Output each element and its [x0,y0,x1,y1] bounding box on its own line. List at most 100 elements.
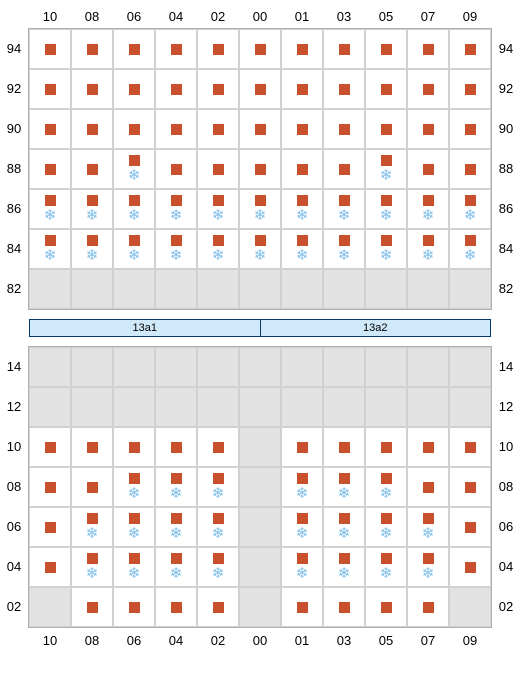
rack-cell[interactable] [365,109,407,149]
rack-cell[interactable] [29,547,71,587]
rack-cell[interactable] [281,587,323,627]
rack-cell[interactable] [197,29,239,69]
rack-cell[interactable] [281,69,323,109]
rack-cell[interactable] [71,427,113,467]
rack-cell[interactable] [155,29,197,69]
rack-cell[interactable]: ❄ [29,189,71,229]
rack-cell[interactable] [239,149,281,189]
rack-cell[interactable] [71,69,113,109]
rack-cell[interactable]: ❄ [113,507,155,547]
rack-cell[interactable] [29,427,71,467]
rack-cell[interactable]: ❄ [155,467,197,507]
rack-cell[interactable] [71,587,113,627]
rack-cell[interactable]: ❄ [449,229,491,269]
rack-cell[interactable] [449,149,491,189]
rack-cell[interactable]: ❄ [407,189,449,229]
rack-cell[interactable] [407,29,449,69]
rack-cell[interactable]: ❄ [155,229,197,269]
rack-cell[interactable] [155,427,197,467]
rack-cell[interactable]: ❄ [155,507,197,547]
rack-cell[interactable] [449,109,491,149]
rack-cell[interactable] [29,467,71,507]
rack-cell[interactable] [365,587,407,627]
rack-cell[interactable]: ❄ [197,467,239,507]
rack-cell[interactable]: ❄ [281,507,323,547]
rack-cell[interactable] [239,109,281,149]
rack-cell[interactable] [113,587,155,627]
rack-cell[interactable]: ❄ [323,467,365,507]
rack-cell[interactable] [155,587,197,627]
rack-cell[interactable] [323,587,365,627]
rack-cell[interactable]: ❄ [197,507,239,547]
rack-cell[interactable]: ❄ [365,149,407,189]
rack-cell[interactable]: ❄ [281,189,323,229]
rack-cell[interactable] [197,109,239,149]
rack-cell[interactable]: ❄ [71,189,113,229]
rack-cell[interactable] [71,109,113,149]
rack-cell[interactable] [71,149,113,189]
rack-label[interactable]: 13a2 [261,320,491,336]
rack-cell[interactable]: ❄ [71,547,113,587]
rack-cell[interactable]: ❄ [113,547,155,587]
rack-cell[interactable]: ❄ [155,547,197,587]
rack-cell[interactable] [365,69,407,109]
rack-cell[interactable]: ❄ [365,547,407,587]
rack-cell[interactable]: ❄ [155,189,197,229]
rack-cell[interactable]: ❄ [407,229,449,269]
rack-cell[interactable]: ❄ [323,507,365,547]
rack-cell[interactable]: ❄ [281,547,323,587]
rack-cell[interactable]: ❄ [29,229,71,269]
rack-cell[interactable] [197,69,239,109]
rack-cell[interactable]: ❄ [113,149,155,189]
rack-cell[interactable]: ❄ [323,229,365,269]
rack-cell[interactable] [365,427,407,467]
rack-cell[interactable]: ❄ [323,547,365,587]
rack-cell[interactable]: ❄ [113,467,155,507]
rack-cell[interactable] [29,69,71,109]
rack-cell[interactable]: ❄ [197,547,239,587]
rack-cell[interactable] [155,109,197,149]
rack-cell[interactable] [407,587,449,627]
rack-cell[interactable] [239,69,281,109]
rack-cell[interactable]: ❄ [365,467,407,507]
rack-cell[interactable]: ❄ [449,189,491,229]
rack-cell[interactable]: ❄ [365,507,407,547]
rack-cell[interactable]: ❄ [113,229,155,269]
rack-cell[interactable] [323,149,365,189]
rack-cell[interactable] [113,69,155,109]
rack-cell[interactable]: ❄ [197,189,239,229]
rack-cell[interactable] [71,467,113,507]
rack-cell[interactable] [449,69,491,109]
rack-cell[interactable] [407,69,449,109]
rack-cell[interactable] [407,109,449,149]
rack-cell[interactable] [197,149,239,189]
rack-cell[interactable]: ❄ [197,229,239,269]
rack-cell[interactable] [155,149,197,189]
rack-cell[interactable] [365,29,407,69]
rack-cell[interactable]: ❄ [71,229,113,269]
rack-cell[interactable] [29,29,71,69]
rack-cell[interactable]: ❄ [365,229,407,269]
rack-cell[interactable] [197,587,239,627]
rack-cell[interactable]: ❄ [71,507,113,547]
rack-cell[interactable]: ❄ [323,189,365,229]
rack-cell[interactable] [323,109,365,149]
rack-cell[interactable] [281,109,323,149]
rack-cell[interactable] [239,29,281,69]
rack-cell[interactable] [449,547,491,587]
rack-cell[interactable] [323,427,365,467]
rack-cell[interactable] [281,149,323,189]
rack-cell[interactable] [71,29,113,69]
rack-cell[interactable] [407,149,449,189]
rack-cell[interactable] [449,467,491,507]
rack-cell[interactable]: ❄ [239,229,281,269]
rack-cell[interactable] [113,427,155,467]
rack-cell[interactable] [323,29,365,69]
rack-cell[interactable] [323,69,365,109]
rack-cell[interactable] [281,427,323,467]
rack-cell[interactable]: ❄ [281,467,323,507]
rack-cell[interactable] [449,427,491,467]
rack-cell[interactable]: ❄ [365,189,407,229]
rack-cell[interactable] [29,149,71,189]
rack-cell[interactable] [281,29,323,69]
